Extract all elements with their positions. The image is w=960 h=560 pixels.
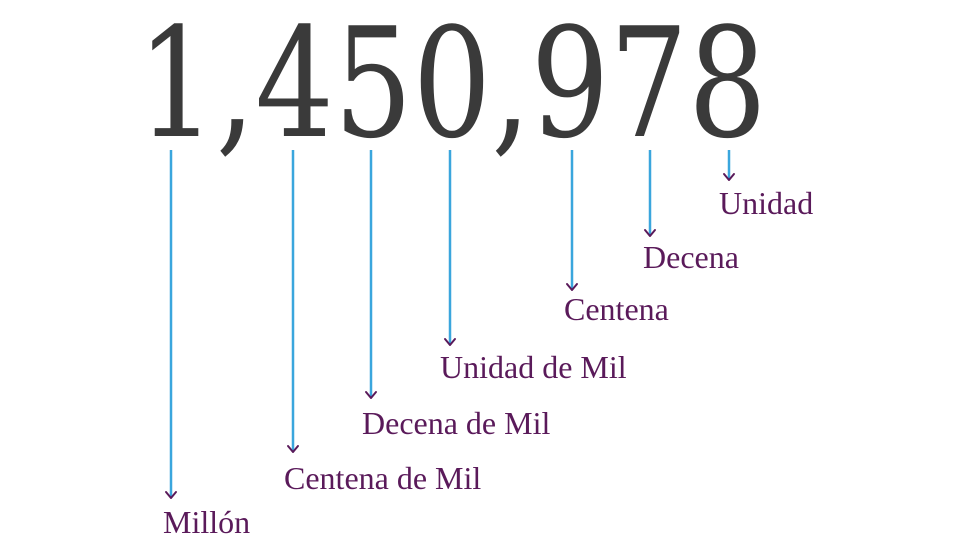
arrow-head-unidad-de-mil <box>444 338 456 346</box>
arrow-head-decena-de-mil <box>365 391 377 399</box>
arrow-head-decena <box>644 229 656 237</box>
place-label-decena-de-mil: Decena de Mil <box>362 405 550 441</box>
place-label-centena-de-mil: Centena de Mil <box>284 460 481 496</box>
arrow-head-centena-de-mil <box>287 445 299 453</box>
place-label-decena: Decena <box>643 239 739 275</box>
place-label-unidad: Unidad <box>719 185 813 221</box>
arrow-head-unidad <box>723 173 735 181</box>
place-label-unidad-de-mil: Unidad de Mil <box>440 349 627 385</box>
arrow-head-millon <box>165 491 177 499</box>
number-display: 1,450,978 <box>137 0 767 172</box>
arrow-head-centena <box>566 283 578 291</box>
place-label-millon: Millón <box>163 504 250 540</box>
place-label-centena: Centena <box>564 291 669 327</box>
place-value-connectors <box>165 150 735 499</box>
place-value-labels: Millón Centena de Mil Decena de Mil Unidad … <box>163 185 813 540</box>
